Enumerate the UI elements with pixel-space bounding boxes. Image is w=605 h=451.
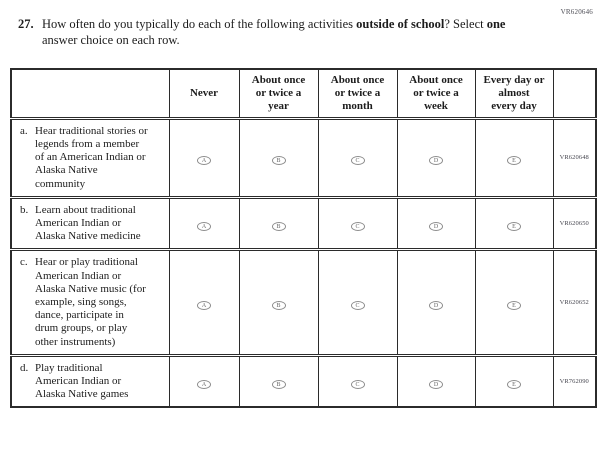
question-number: 27. [18, 17, 34, 31]
option-cell: C [317, 248, 398, 356]
option-cell: C [317, 195, 398, 251]
question-text-bold: one [486, 17, 506, 31]
option-cell: C [317, 116, 398, 198]
option-cell: D [396, 195, 476, 251]
question-text-segment: answer choice on each row. [42, 33, 180, 47]
response-grid: Never About once or twice a year About onc… [10, 68, 597, 409]
form-code: VR620646 [560, 8, 593, 16]
option-cell: D [396, 353, 476, 408]
option-cell: A [168, 248, 240, 356]
table-row-b: b. Learn about traditional American India… [10, 195, 597, 251]
answer-bubble-rowd-col3[interactable]: D [429, 380, 443, 389]
answer-bubble-rowc-col0[interactable]: A [197, 301, 211, 311]
column-header-0: Never [168, 68, 240, 120]
row-label: d. [20, 361, 29, 374]
activity-cell: b. Learn about traditional American India… [10, 195, 170, 251]
answer-bubble-rowb-col0[interactable]: A [197, 222, 211, 232]
question-text-segment: How often do you typically do each of th… [42, 17, 357, 31]
answer-bubble-rowb-col2[interactable]: C [350, 222, 365, 232]
table-row-d: d. Play traditional American Indian or Al… [10, 353, 597, 408]
question-text: How often do you typically do each of th… [42, 16, 516, 48]
option-cell: B [238, 248, 319, 356]
response-grid-container: Never About once or twice a year About onc… [10, 68, 597, 409]
question-text-bold: outside of school [356, 17, 445, 31]
table-row-c: c. Hear or play traditional American Indi… [10, 248, 597, 356]
answer-bubble-rowb-col3[interactable]: D [429, 222, 443, 232]
table-row-a: a. Hear traditional stories or legends fr… [10, 116, 597, 198]
answer-bubble-rowb-col4[interactable]: E [507, 222, 521, 232]
answer-bubble-rowa-col1[interactable]: B [271, 156, 286, 166]
option-cell: E [474, 116, 554, 198]
option-cell: A [168, 195, 240, 251]
variable-code: VR620650 [552, 195, 597, 251]
answer-bubble-rowa-col3[interactable]: D [429, 156, 443, 166]
option-cell: D [396, 248, 476, 356]
activity-text: Hear traditional stories or legends from… [35, 124, 148, 190]
option-cell: B [238, 353, 319, 408]
row-label: b. [20, 203, 29, 216]
answer-bubble-rowd-col2[interactable]: C [350, 380, 365, 389]
column-header-2: About once or twice a month [317, 68, 398, 120]
question: 27. How often do you typically do each o… [18, 16, 538, 48]
option-cell: B [238, 195, 319, 251]
answer-bubble-rowd-col1[interactable]: B [271, 380, 286, 389]
row-label: c. [20, 256, 28, 269]
activity-cell: c. Hear or play traditional American Indi… [10, 248, 170, 356]
code-column-header [552, 68, 597, 120]
activity-cell: d. Play traditional American Indian or Al… [10, 353, 170, 408]
option-cell: A [168, 116, 240, 198]
answer-bubble-rowd-col0[interactable]: A [197, 380, 211, 389]
variable-code: VR762090 [552, 353, 597, 408]
option-cell: A [168, 353, 240, 408]
column-header-4: Every day or almost every day [474, 68, 554, 120]
answer-bubble-rowd-col4[interactable]: E [507, 380, 521, 389]
question-text-segment: ? Select [444, 17, 487, 31]
column-header-3: About once or twice a week [396, 68, 476, 120]
option-cell: E [474, 248, 554, 356]
answer-bubble-rowb-col1[interactable]: B [271, 222, 286, 232]
option-cell: D [396, 116, 476, 198]
answer-bubble-rowc-col4[interactable]: E [507, 301, 521, 311]
answer-bubble-rowc-col3[interactable]: D [429, 301, 443, 311]
option-cell: E [474, 353, 554, 408]
column-header-1: About once or twice a year [238, 68, 319, 120]
answer-bubble-rowa-col4[interactable]: E [507, 156, 521, 166]
activity-cell: a. Hear traditional stories or legends fr… [10, 116, 170, 198]
activity-text: Play traditional American Indian or Alas… [35, 361, 129, 401]
answer-bubble-rowa-col0[interactable]: A [197, 156, 211, 166]
variable-code: VR620652 [552, 248, 597, 356]
variable-code: VR620648 [552, 116, 597, 198]
answer-bubble-rowa-col2[interactable]: C [350, 156, 365, 166]
option-cell: B [238, 116, 319, 198]
option-cell: C [317, 353, 398, 408]
answer-bubble-rowc-col2[interactable]: C [350, 301, 365, 311]
header-row: Never About once or twice a year About onc… [10, 68, 597, 120]
option-cell: E [474, 195, 554, 251]
activity-text: Hear or play traditional American Indian… [35, 256, 146, 348]
row-label: a. [20, 124, 28, 137]
answer-bubble-rowc-col1[interactable]: B [271, 301, 286, 311]
activity-column-header [10, 68, 170, 120]
activity-text: Learn about traditional American Indian … [35, 203, 141, 243]
